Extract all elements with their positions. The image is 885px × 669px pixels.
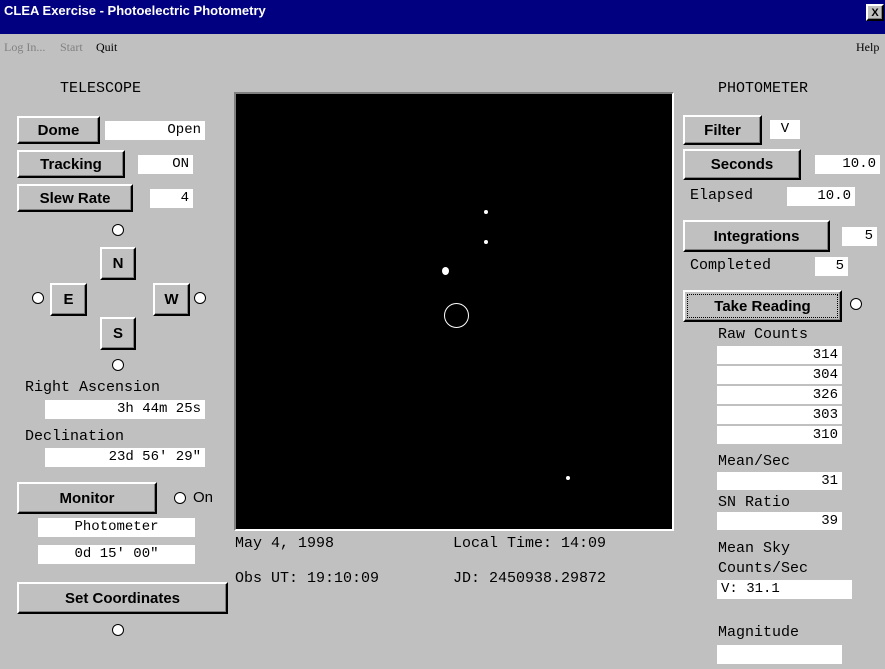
monitor-field: 0d 15' 00": [38, 545, 195, 564]
seconds-field: 10.0: [815, 155, 880, 174]
sky-view: [234, 92, 674, 531]
title-bar: CLEA Exercise - Photoelectric Photometry: [0, 0, 885, 34]
raw-count-field: 303: [717, 406, 842, 424]
photometer-heading: PHOTOMETER: [718, 80, 809, 97]
dec-label: Declination: [25, 428, 125, 445]
tracking-field: ON: [138, 155, 193, 174]
mean-sky-field: V: 31.1: [717, 580, 852, 599]
filter-field: V: [770, 120, 800, 139]
close-button[interactable]: X: [866, 4, 884, 21]
menu-help[interactable]: Help: [856, 40, 880, 54]
completed-field: 5: [815, 257, 848, 276]
star: [484, 210, 488, 214]
set-coordinates-button[interactable]: Set Coordinates: [17, 582, 228, 614]
south-radio[interactable]: [112, 359, 124, 371]
mean-sec-field: 31: [717, 472, 842, 490]
seconds-button[interactable]: Seconds: [683, 149, 801, 180]
set-coordinates-radio[interactable]: [112, 624, 124, 636]
dome-button[interactable]: Dome: [17, 116, 100, 144]
raw-counts-label: Raw Counts: [718, 326, 809, 343]
magnitude-field: [717, 645, 842, 664]
date: May 4, 1998: [235, 535, 335, 552]
menu-login[interactable]: Log In...: [4, 40, 46, 54]
west-radio[interactable]: [194, 292, 206, 304]
monitor-button[interactable]: Monitor: [17, 482, 157, 514]
raw-count-field: 314: [717, 346, 842, 364]
monitor-radio[interactable]: [174, 492, 186, 504]
telescope-heading: TELESCOPE: [60, 80, 142, 97]
integrations-button[interactable]: Integrations: [683, 220, 830, 252]
sn-ratio-field: 39: [717, 512, 842, 530]
star: [484, 240, 488, 244]
menu-quit[interactable]: Quit: [96, 40, 118, 54]
slew-rate-button[interactable]: Slew Rate: [17, 184, 133, 212]
north-button[interactable]: N: [100, 247, 136, 280]
menu-start[interactable]: Start: [60, 40, 83, 54]
east-button[interactable]: E: [50, 283, 87, 316]
magnitude-label: Magnitude: [718, 624, 800, 641]
dec-field: 23d 56' 29": [45, 448, 205, 467]
completed-label: Completed: [690, 257, 772, 274]
ra-field: 3h 44m 25s: [45, 400, 205, 419]
obs-ut: Obs UT: 19:10:09: [235, 570, 380, 587]
south-button[interactable]: S: [100, 317, 136, 350]
monitor-on-label: On: [193, 489, 214, 506]
east-radio[interactable]: [32, 292, 44, 304]
monitor-instrument: Photometer: [38, 518, 195, 537]
take-reading-radio[interactable]: [850, 298, 862, 310]
window-title: CLEA Exercise - Photoelectric Photometry: [4, 3, 266, 18]
elapsed-field: 10.0: [787, 187, 855, 206]
mean-sky-label: Mean Sky: [718, 540, 791, 557]
ra-label: Right Ascension: [25, 379, 161, 396]
counts-sec-label: Counts/Sec: [718, 560, 809, 577]
sn-ratio-label: SN Ratio: [718, 494, 791, 511]
slew-rate-field: 4: [150, 189, 193, 208]
integrations-field: 5: [842, 227, 877, 246]
aperture-ring: [444, 303, 469, 328]
star: [442, 267, 449, 275]
take-reading-button[interactable]: Take Reading: [683, 290, 842, 322]
tracking-button[interactable]: Tracking: [17, 150, 125, 178]
north-radio[interactable]: [112, 224, 124, 236]
star: [566, 476, 570, 480]
dome-field: Open: [105, 121, 205, 140]
raw-count-field: 304: [717, 366, 842, 384]
elapsed-label: Elapsed: [690, 187, 754, 204]
raw-count-field: 310: [717, 426, 842, 444]
julian-date: JD: 2450938.29872: [453, 570, 607, 587]
raw-count-field: 326: [717, 386, 842, 404]
filter-button[interactable]: Filter: [683, 115, 762, 145]
mean-sec-label: Mean/Sec: [718, 453, 791, 470]
local-time: Local Time: 14:09: [453, 535, 607, 552]
west-button[interactable]: W: [153, 283, 190, 316]
